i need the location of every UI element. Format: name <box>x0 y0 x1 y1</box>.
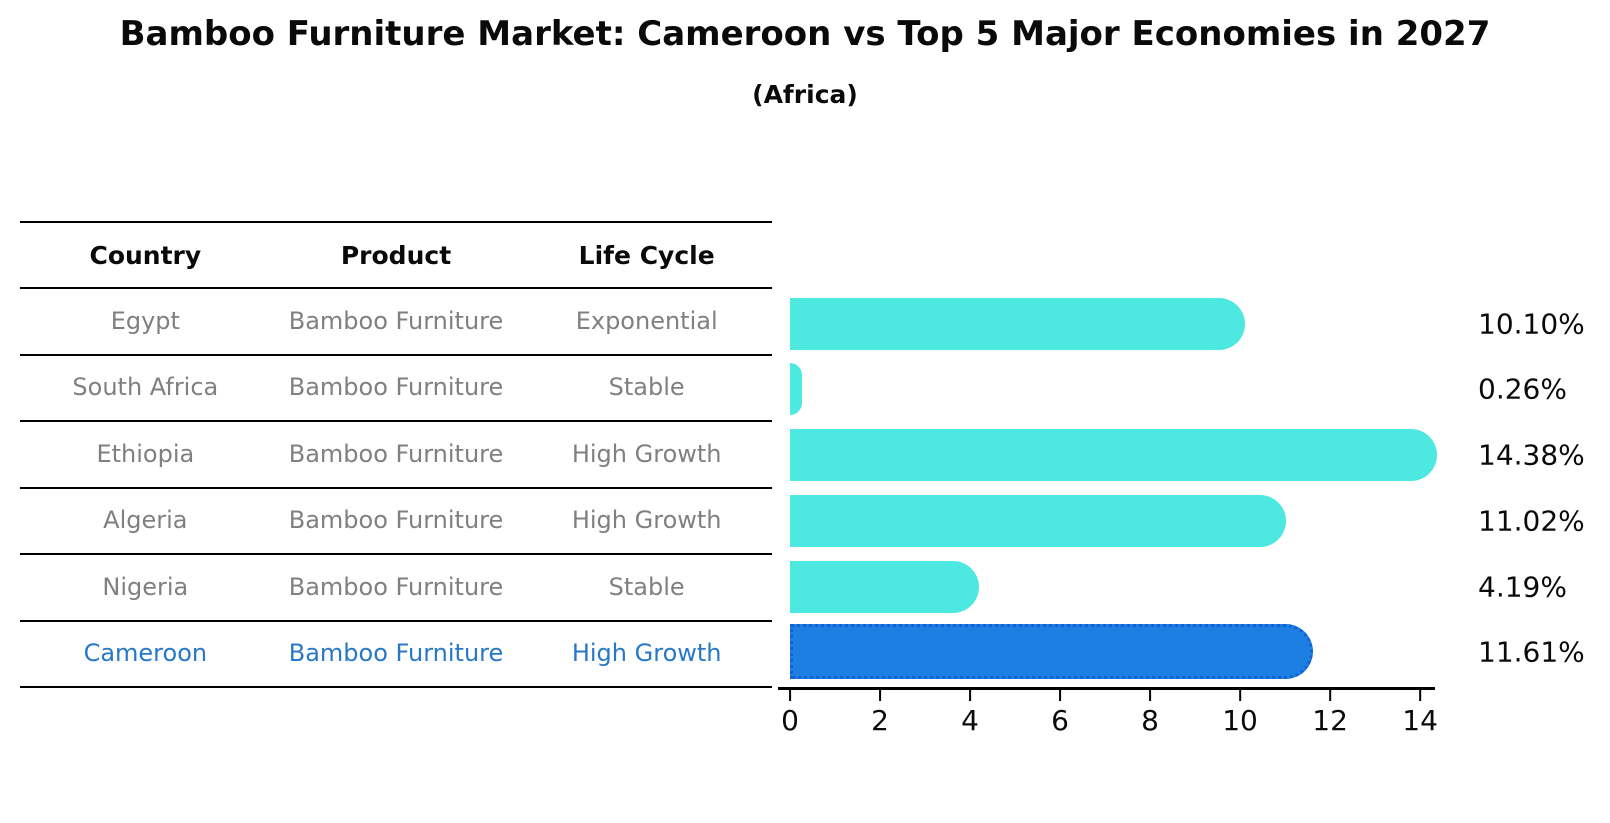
bar-track <box>790 363 1430 415</box>
cell-product: Bamboo Furniture <box>288 639 504 667</box>
x-tick-mark <box>1239 690 1242 701</box>
cell-product: Bamboo Furniture <box>288 307 504 335</box>
table-line <box>20 354 772 356</box>
x-tick: 8 <box>1141 690 1159 737</box>
x-tick-mark <box>1329 690 1332 701</box>
x-tick: 6 <box>1051 690 1069 737</box>
cell-country: Algeria <box>103 506 188 534</box>
x-tick-label: 4 <box>961 704 979 737</box>
cell-life-cycle: Exponential <box>575 307 718 335</box>
x-tick-label: 0 <box>781 704 799 737</box>
col-header-life-cycle: Life Cycle <box>578 240 715 270</box>
table-row: Algeria Bamboo Furniture High Growth <box>20 487 772 553</box>
value-label: 10.10% <box>1478 307 1585 341</box>
value-label: 11.61% <box>1478 635 1585 669</box>
x-tick-mark <box>1419 690 1422 701</box>
bar-algeria <box>790 495 1286 547</box>
x-axis-ticks: 0 2 4 6 8 10 12 14 <box>781 690 1438 740</box>
x-tick-mark <box>1149 690 1152 701</box>
bar-ethiopia <box>790 429 1438 481</box>
x-tick-mark <box>788 690 791 701</box>
chart-title: Bamboo Furniture Market: Cameroon vs Top… <box>119 14 1491 54</box>
bar-cameroon <box>790 624 1313 679</box>
value-label: 14.38% <box>1478 438 1585 472</box>
cell-product: Bamboo Furniture <box>288 506 504 534</box>
x-tick-label: 14 <box>1402 704 1438 737</box>
table-row: Ethiopia Bamboo Furniture High Growth <box>20 421 772 487</box>
x-tick: 10 <box>1222 690 1258 737</box>
x-tick-label: 10 <box>1222 704 1258 737</box>
cell-country: Nigeria <box>102 573 189 601</box>
bar-south-africa <box>790 363 802 415</box>
x-tick-label: 12 <box>1312 704 1348 737</box>
chart-subtitle: (Africa) <box>752 80 858 109</box>
table-row: South Africa Bamboo Furniture Stable <box>20 354 772 420</box>
table-line <box>20 553 772 555</box>
x-tick: 0 <box>781 690 799 737</box>
table-row: Egypt Bamboo Furniture Exponential <box>20 288 772 354</box>
cell-product: Bamboo Furniture <box>288 440 504 468</box>
table-line <box>20 487 772 489</box>
bar-track <box>790 298 1430 350</box>
value-label: 4.19% <box>1478 570 1567 604</box>
table-header-row: Country Product Life Cycle <box>20 222 772 288</box>
x-tick: 2 <box>871 690 889 737</box>
col-header-country: Country <box>89 240 202 270</box>
table-line <box>20 287 772 289</box>
x-tick: 4 <box>961 690 979 737</box>
cell-life-cycle: Stable <box>608 373 685 401</box>
cell-life-cycle: High Growth <box>571 440 722 468</box>
x-tick-label: 6 <box>1051 704 1069 737</box>
x-tick-mark <box>878 690 881 701</box>
table-line <box>20 620 772 622</box>
col-header-product: Product <box>340 240 452 270</box>
table-line <box>20 420 772 422</box>
bar-nigeria <box>790 561 979 613</box>
table-row: Nigeria Bamboo Furniture Stable <box>20 554 772 620</box>
bar-egypt <box>790 298 1245 350</box>
value-label: 11.02% <box>1478 504 1585 538</box>
cell-country: South Africa <box>72 373 219 401</box>
cell-life-cycle: Stable <box>608 573 685 601</box>
table-line <box>20 221 772 223</box>
cell-country: Cameroon <box>83 639 208 667</box>
cell-country: Egypt <box>110 307 180 335</box>
table-line <box>20 686 772 688</box>
x-tick-label: 8 <box>1141 704 1159 737</box>
cell-life-cycle: High Growth <box>571 639 722 667</box>
value-label: 0.26% <box>1478 372 1567 406</box>
cell-product: Bamboo Furniture <box>288 373 504 401</box>
x-tick: 14 <box>1402 690 1438 737</box>
cell-product: Bamboo Furniture <box>288 573 504 601</box>
bar-track <box>790 561 1430 613</box>
cell-life-cycle: High Growth <box>571 506 722 534</box>
cell-country: Ethiopia <box>96 440 195 468</box>
bar-track <box>790 624 1430 679</box>
table-row: Cameroon Bamboo Furniture High Growth <box>20 620 772 686</box>
bar-track <box>790 429 1438 481</box>
x-axis-line <box>778 687 1435 690</box>
bar-track <box>790 495 1430 547</box>
x-tick-mark <box>1059 690 1062 701</box>
x-tick-label: 2 <box>871 704 889 737</box>
x-tick-mark <box>969 690 972 701</box>
x-tick: 12 <box>1312 690 1348 737</box>
